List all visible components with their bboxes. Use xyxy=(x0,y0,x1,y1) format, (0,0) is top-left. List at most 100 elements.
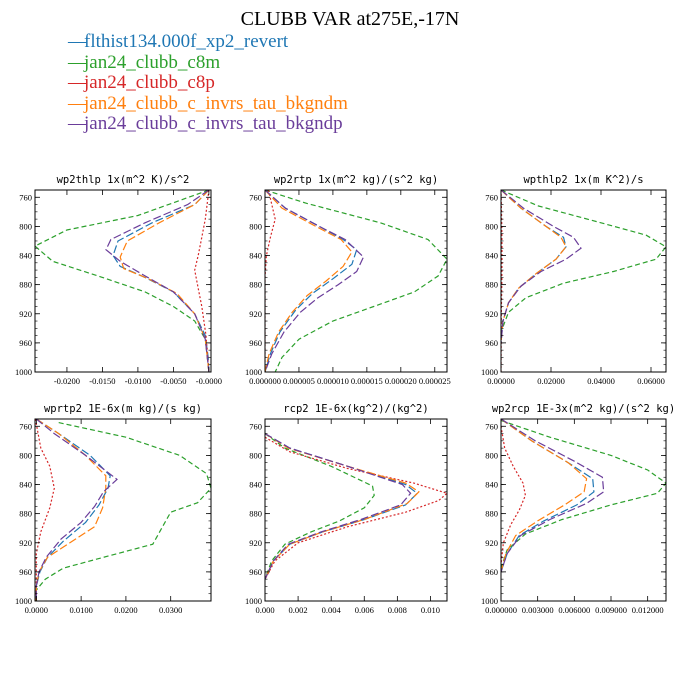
y-tick-label: 1000 xyxy=(15,367,32,377)
y-tick-label: 800 xyxy=(485,221,498,231)
legend-dash-icon: — xyxy=(68,113,87,134)
y-tick-label: 880 xyxy=(485,509,498,519)
plot-frame xyxy=(34,418,212,602)
y-tick-label: 840 xyxy=(485,480,498,490)
series-line xyxy=(112,190,210,372)
series-line xyxy=(265,190,447,372)
legend-item: —jan24_clubb_c_invrs_tau_bkgndm xyxy=(68,92,348,115)
y-tick-label: 920 xyxy=(249,309,262,319)
y-tick-label: 1000 xyxy=(245,367,262,377)
panel-title: wp2thlp 1x(m^2 K)/s^2 xyxy=(57,174,190,186)
series-line xyxy=(119,190,210,372)
x-tick-label: 0.02000 xyxy=(537,376,565,386)
legend-item: —flthist134.000f_xp2_revert xyxy=(68,31,348,53)
series-line xyxy=(501,419,666,569)
series-line xyxy=(501,190,666,333)
x-tick-label: 0.00000 xyxy=(487,376,515,386)
y-tick-label: 800 xyxy=(249,221,262,231)
x-tick-label: 0.0300 xyxy=(159,605,182,615)
legend-dash-icon: — xyxy=(68,31,87,52)
y-tick-label: 760 xyxy=(19,421,32,431)
y-tick-label: 1000 xyxy=(481,596,498,606)
x-tick-label: 0.000010 xyxy=(317,376,349,386)
x-tick-label: 0.000 xyxy=(255,605,274,615)
plot-frame xyxy=(34,189,212,373)
series-line xyxy=(35,190,210,372)
legend-label: jan24_clubb_c8m xyxy=(84,51,221,73)
figure-title: CLUBB VAR at275E,-17N xyxy=(240,8,460,30)
x-tick-label: 0.009000 xyxy=(595,605,627,615)
chart-panel: wp2rcp 1E-3x(m^2 kg)/(s^2 kg) 760 800 840 88… xyxy=(481,403,675,615)
x-tick-label: 0.06000 xyxy=(637,376,665,386)
y-tick-label: 840 xyxy=(19,480,32,490)
x-tick-label: 0.0200 xyxy=(114,605,137,615)
y-tick-label: 880 xyxy=(485,280,498,290)
y-tick-label: 840 xyxy=(249,480,262,490)
legend-dash-icon: — xyxy=(68,92,87,114)
series-line xyxy=(265,433,419,580)
x-tick-label: 0.010 xyxy=(421,605,440,615)
chart-panel: wp2rtp 1x(m^2 kg)/(s^2 kg) 760 800 840 880 92… xyxy=(245,174,451,386)
plot-frame xyxy=(264,189,448,373)
x-tick-label: 0.000025 xyxy=(419,376,451,386)
y-tick-label: 760 xyxy=(485,421,498,431)
y-tick-label: 880 xyxy=(249,280,262,290)
y-tick-label: 1000 xyxy=(481,367,498,377)
series-line xyxy=(105,190,210,372)
x-tick-label: 0.000015 xyxy=(351,376,383,386)
y-tick-label: 800 xyxy=(19,221,32,231)
x-tick-label: -0.0050 xyxy=(160,376,186,386)
y-tick-label: 880 xyxy=(19,280,32,290)
series-line xyxy=(35,422,211,601)
x-tick-label: 0.003000 xyxy=(522,605,554,615)
series-line xyxy=(265,190,276,372)
chart-panel: wprtp2 1E-6x(m kg)/(s kg) 760 800 840 880 920… xyxy=(15,403,212,615)
y-tick-label: 1000 xyxy=(15,596,32,606)
series-line xyxy=(501,419,588,573)
series-line xyxy=(501,419,595,573)
series-line xyxy=(265,436,447,580)
x-tick-label: 0.000000 xyxy=(249,376,281,386)
legend: —flthist134.000f_xp2_revert —jan24_clubb… xyxy=(68,31,348,135)
legend-label: jan24_clubb_c8p xyxy=(84,72,215,93)
x-tick-label: 0.000020 xyxy=(385,376,417,386)
y-tick-label: 960 xyxy=(485,567,498,577)
y-tick-label: 920 xyxy=(19,538,32,548)
y-tick-label: 960 xyxy=(19,567,32,577)
y-tick-label: 840 xyxy=(249,251,262,261)
series-line xyxy=(265,190,358,372)
legend-item: —jan24_clubb_c_invrs_tau_bkgndp xyxy=(68,113,348,135)
series-line xyxy=(265,433,412,580)
series-line xyxy=(194,190,210,372)
y-tick-label: 880 xyxy=(19,509,32,519)
x-tick-label: 0.0000 xyxy=(25,605,48,615)
x-tick-label: -0.0100 xyxy=(125,376,151,386)
legend-dash-icon: — xyxy=(68,72,87,93)
chart-panel: wp2thlp 1x(m^2 K)/s^2 760 800 840 880 920 960 1… xyxy=(15,174,222,386)
y-tick-label: 840 xyxy=(485,251,498,261)
y-tick-label: 800 xyxy=(249,450,262,460)
legend-label: jan24_clubb_c_invrs_tau_bkgndp xyxy=(84,113,343,134)
panel-title: wpthlp2 1x(m K^2)/s xyxy=(523,174,643,186)
y-tick-label: 760 xyxy=(249,192,262,202)
series-line xyxy=(265,190,353,372)
series-line xyxy=(501,190,567,343)
chart-panel: wpthlp2 1x(m K^2)/s 760 800 840 880 920 960 100… xyxy=(481,174,667,386)
plot-frame xyxy=(264,418,448,602)
x-tick-label: 0.012000 xyxy=(632,605,664,615)
series-line xyxy=(501,419,605,573)
x-tick-label: -0.0000 xyxy=(196,376,222,386)
y-tick-label: 920 xyxy=(19,309,32,319)
y-tick-label: 800 xyxy=(485,450,498,460)
panel-title: wprtp2 1E-6x(m kg)/(s kg) xyxy=(44,403,202,415)
panel-title: wp2rcp 1E-3x(m^2 kg)/(s^2 kg) xyxy=(492,403,675,415)
series-line xyxy=(265,433,375,580)
y-tick-label: 880 xyxy=(249,509,262,519)
panel-title: rcp2 1E-6x(kg^2)/(kg^2) xyxy=(283,403,428,415)
chart-panel: rcp2 1E-6x(kg^2)/(kg^2) 760 800 840 880 920 96… xyxy=(245,403,448,615)
y-tick-label: 760 xyxy=(249,421,262,431)
series-line xyxy=(265,190,365,372)
x-tick-label: 0.000000 xyxy=(485,605,517,615)
legend-label: jan24_clubb_c_invrs_tau_bkgndm xyxy=(84,92,348,114)
